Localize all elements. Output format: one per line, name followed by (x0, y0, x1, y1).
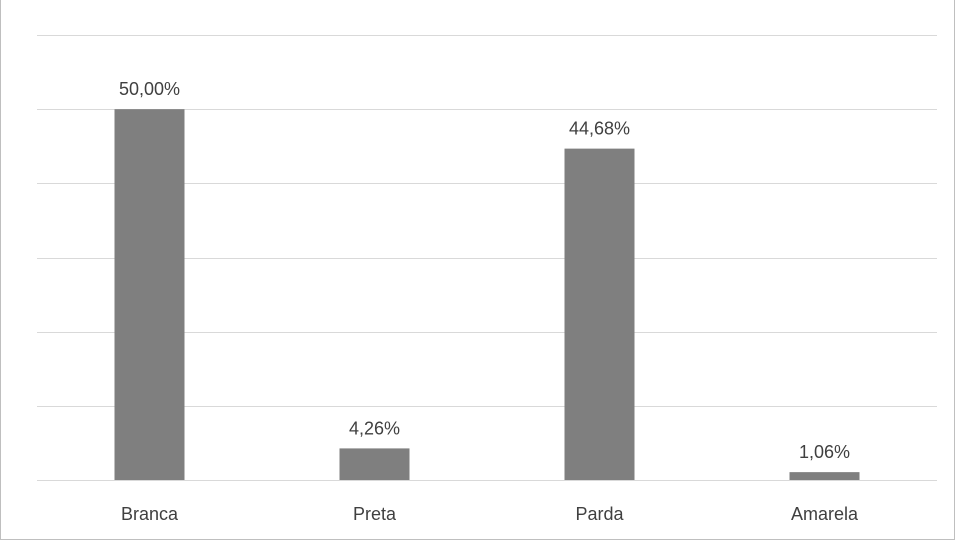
bars (114, 109, 860, 481)
bar-preta (339, 448, 410, 480)
bar-branca (114, 109, 185, 481)
x-tick-label-amarela: Amarela (791, 504, 859, 524)
data-label-amarela: 1,06% (799, 442, 850, 462)
x-tick-label-parda: Parda (575, 504, 624, 524)
x-tick-label-branca: Branca (121, 504, 179, 524)
data-label-parda: 44,68% (569, 119, 630, 139)
bar-amarela (789, 472, 860, 480)
x-tick-label-preta: Preta (353, 504, 397, 524)
data-label-branca: 50,00% (119, 79, 180, 99)
data-label-preta: 4,26% (349, 418, 400, 438)
data-labels: 50,00% 4,26% 44,68% 1,06% (119, 79, 850, 462)
x-axis-tick-labels: Branca Preta Parda Amarela (121, 504, 859, 524)
bar-parda (564, 148, 635, 480)
gridlines (37, 35, 937, 481)
